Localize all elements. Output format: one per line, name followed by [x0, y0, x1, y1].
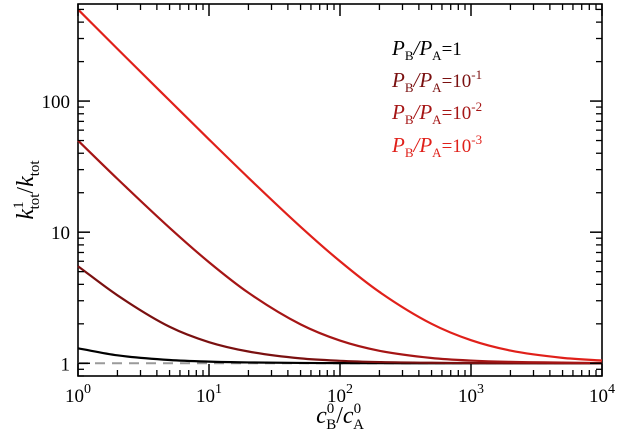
series-line-2	[77, 139, 603, 365]
x-tick-label-1: 101	[196, 382, 222, 407]
legend-entry-1: PB/PA=10-1	[391, 67, 482, 95]
tick-layer: 100 101 102 103 104 1 10 100	[42, 4, 615, 407]
legend-entry-3: PB/PA=10-3	[391, 132, 482, 160]
x-tick-label-2: 102	[327, 382, 353, 407]
legend-entry-2: PB/PA=10-2	[391, 99, 482, 127]
x-tick-label-4: 104	[589, 382, 615, 407]
series-line-3	[77, 8, 603, 362]
legend: PB/PA=1 PB/PA=10-1 PB/PA=10-2 PB/PA=10-3	[391, 36, 482, 160]
y-tick-label-0: 1	[61, 354, 71, 375]
series-layer	[77, 8, 603, 365]
x-tick-label-0: 100	[65, 382, 91, 407]
x-tick-label-3: 103	[458, 382, 484, 407]
series-line-1	[77, 265, 603, 365]
y-tick-label-2: 100	[42, 92, 71, 113]
y-tick-label-1: 10	[51, 223, 70, 244]
x-axis-label: c0 B/c0 A	[316, 401, 364, 433]
y-axis-label: k1tot/ktot	[11, 160, 43, 220]
legend-entry-0: PB/PA=1	[391, 36, 462, 63]
